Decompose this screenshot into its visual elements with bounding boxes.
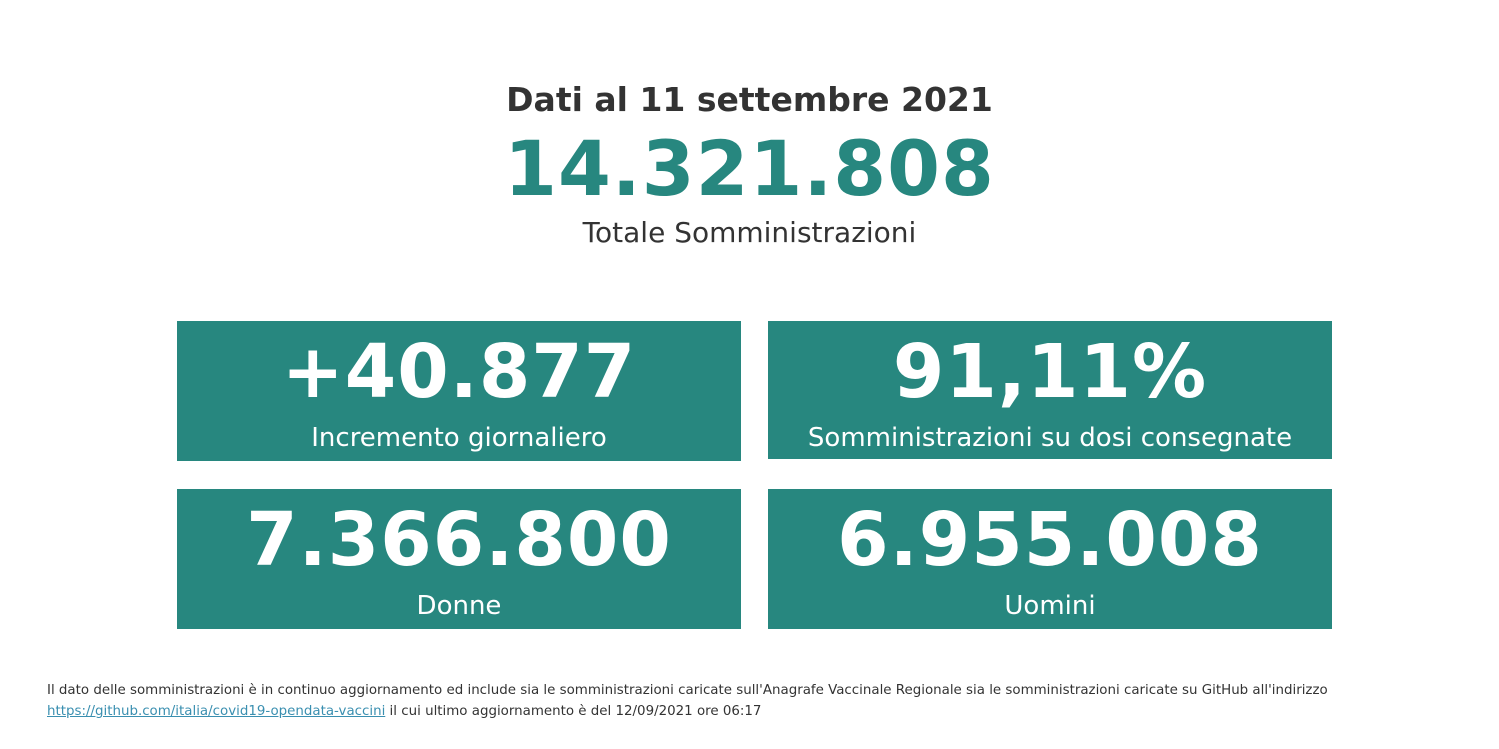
total-administrations-value: 14.321.808 <box>504 124 995 213</box>
men-label: Uomini <box>1004 591 1096 621</box>
men-card: 6.955.008 Uomini <box>768 489 1332 629</box>
daily-increment-label: Incremento giornaliero <box>311 423 607 453</box>
daily-increment-card: +40.877 Incremento giornaliero <box>177 321 741 461</box>
total-administrations-label: Totale Somministrazioni <box>582 216 917 249</box>
women-label: Donne <box>416 591 502 621</box>
delivered-doses-ratio-value: 91,11% <box>892 329 1208 415</box>
footer-text-after: il cui ultimo aggiornamento è del 12/09/… <box>385 704 762 719</box>
men-value: 6.955.008 <box>837 497 1263 583</box>
daily-increment-value: +40.877 <box>281 329 637 415</box>
footer-note: Il dato delle somministrazioni è in cont… <box>47 680 1487 722</box>
delivered-doses-ratio-card: 91,11% Somministrazioni su dosi consegna… <box>768 321 1332 459</box>
delivered-doses-ratio-label: Somministrazioni su dosi consegnate <box>807 423 1293 453</box>
footer-text-before: Il dato delle somministrazioni è in cont… <box>47 683 1328 698</box>
women-value: 7.366.800 <box>246 497 672 583</box>
github-link[interactable]: https://github.com/italia/covid19-openda… <box>47 704 386 719</box>
women-card: 7.366.800 Donne <box>177 489 741 629</box>
date-heading: Dati al 11 settembre 2021 <box>506 80 993 119</box>
